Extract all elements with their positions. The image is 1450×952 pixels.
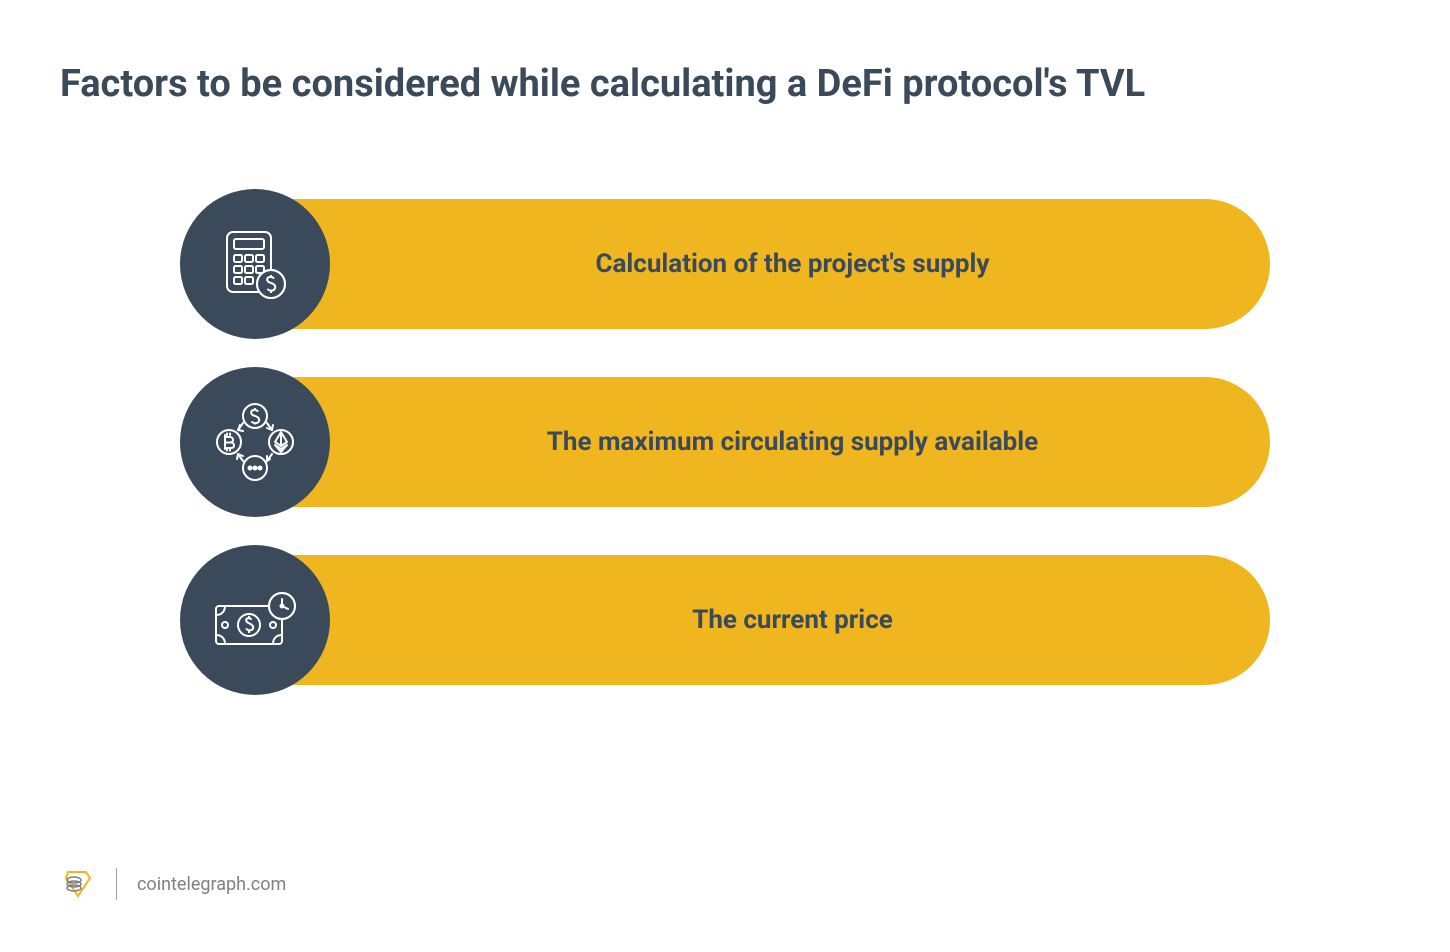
footer: cointelegraph.com [60,866,286,902]
factors-list: Calculation of the project's supply [60,189,1390,695]
icon-circle [180,367,330,517]
factor-bar: Calculation of the project's supply [255,199,1270,329]
factor-label: Calculation of the project's supply [495,249,1029,279]
crypto-exchange-icon [213,400,297,484]
page-title: Factors to be considered while calculati… [60,60,1260,109]
icon-circle [180,189,330,339]
icon-circle [180,545,330,695]
factor-row: Calculation of the project's supply [180,189,1270,339]
factor-label: The current price [592,605,933,635]
factor-row: The current price [180,545,1270,695]
footer-site: cointelegraph.com [137,874,286,895]
money-time-icon [210,590,300,650]
cointelegraph-logo-icon [60,866,96,902]
factor-bar: The current price [255,555,1270,685]
factor-row: The maximum circulating supply available [180,367,1270,517]
footer-divider [116,868,117,900]
calculator-dollar-icon [215,224,295,304]
factor-label: The maximum circulating supply available [447,427,1078,457]
factor-bar: The maximum circulating supply available [255,377,1270,507]
